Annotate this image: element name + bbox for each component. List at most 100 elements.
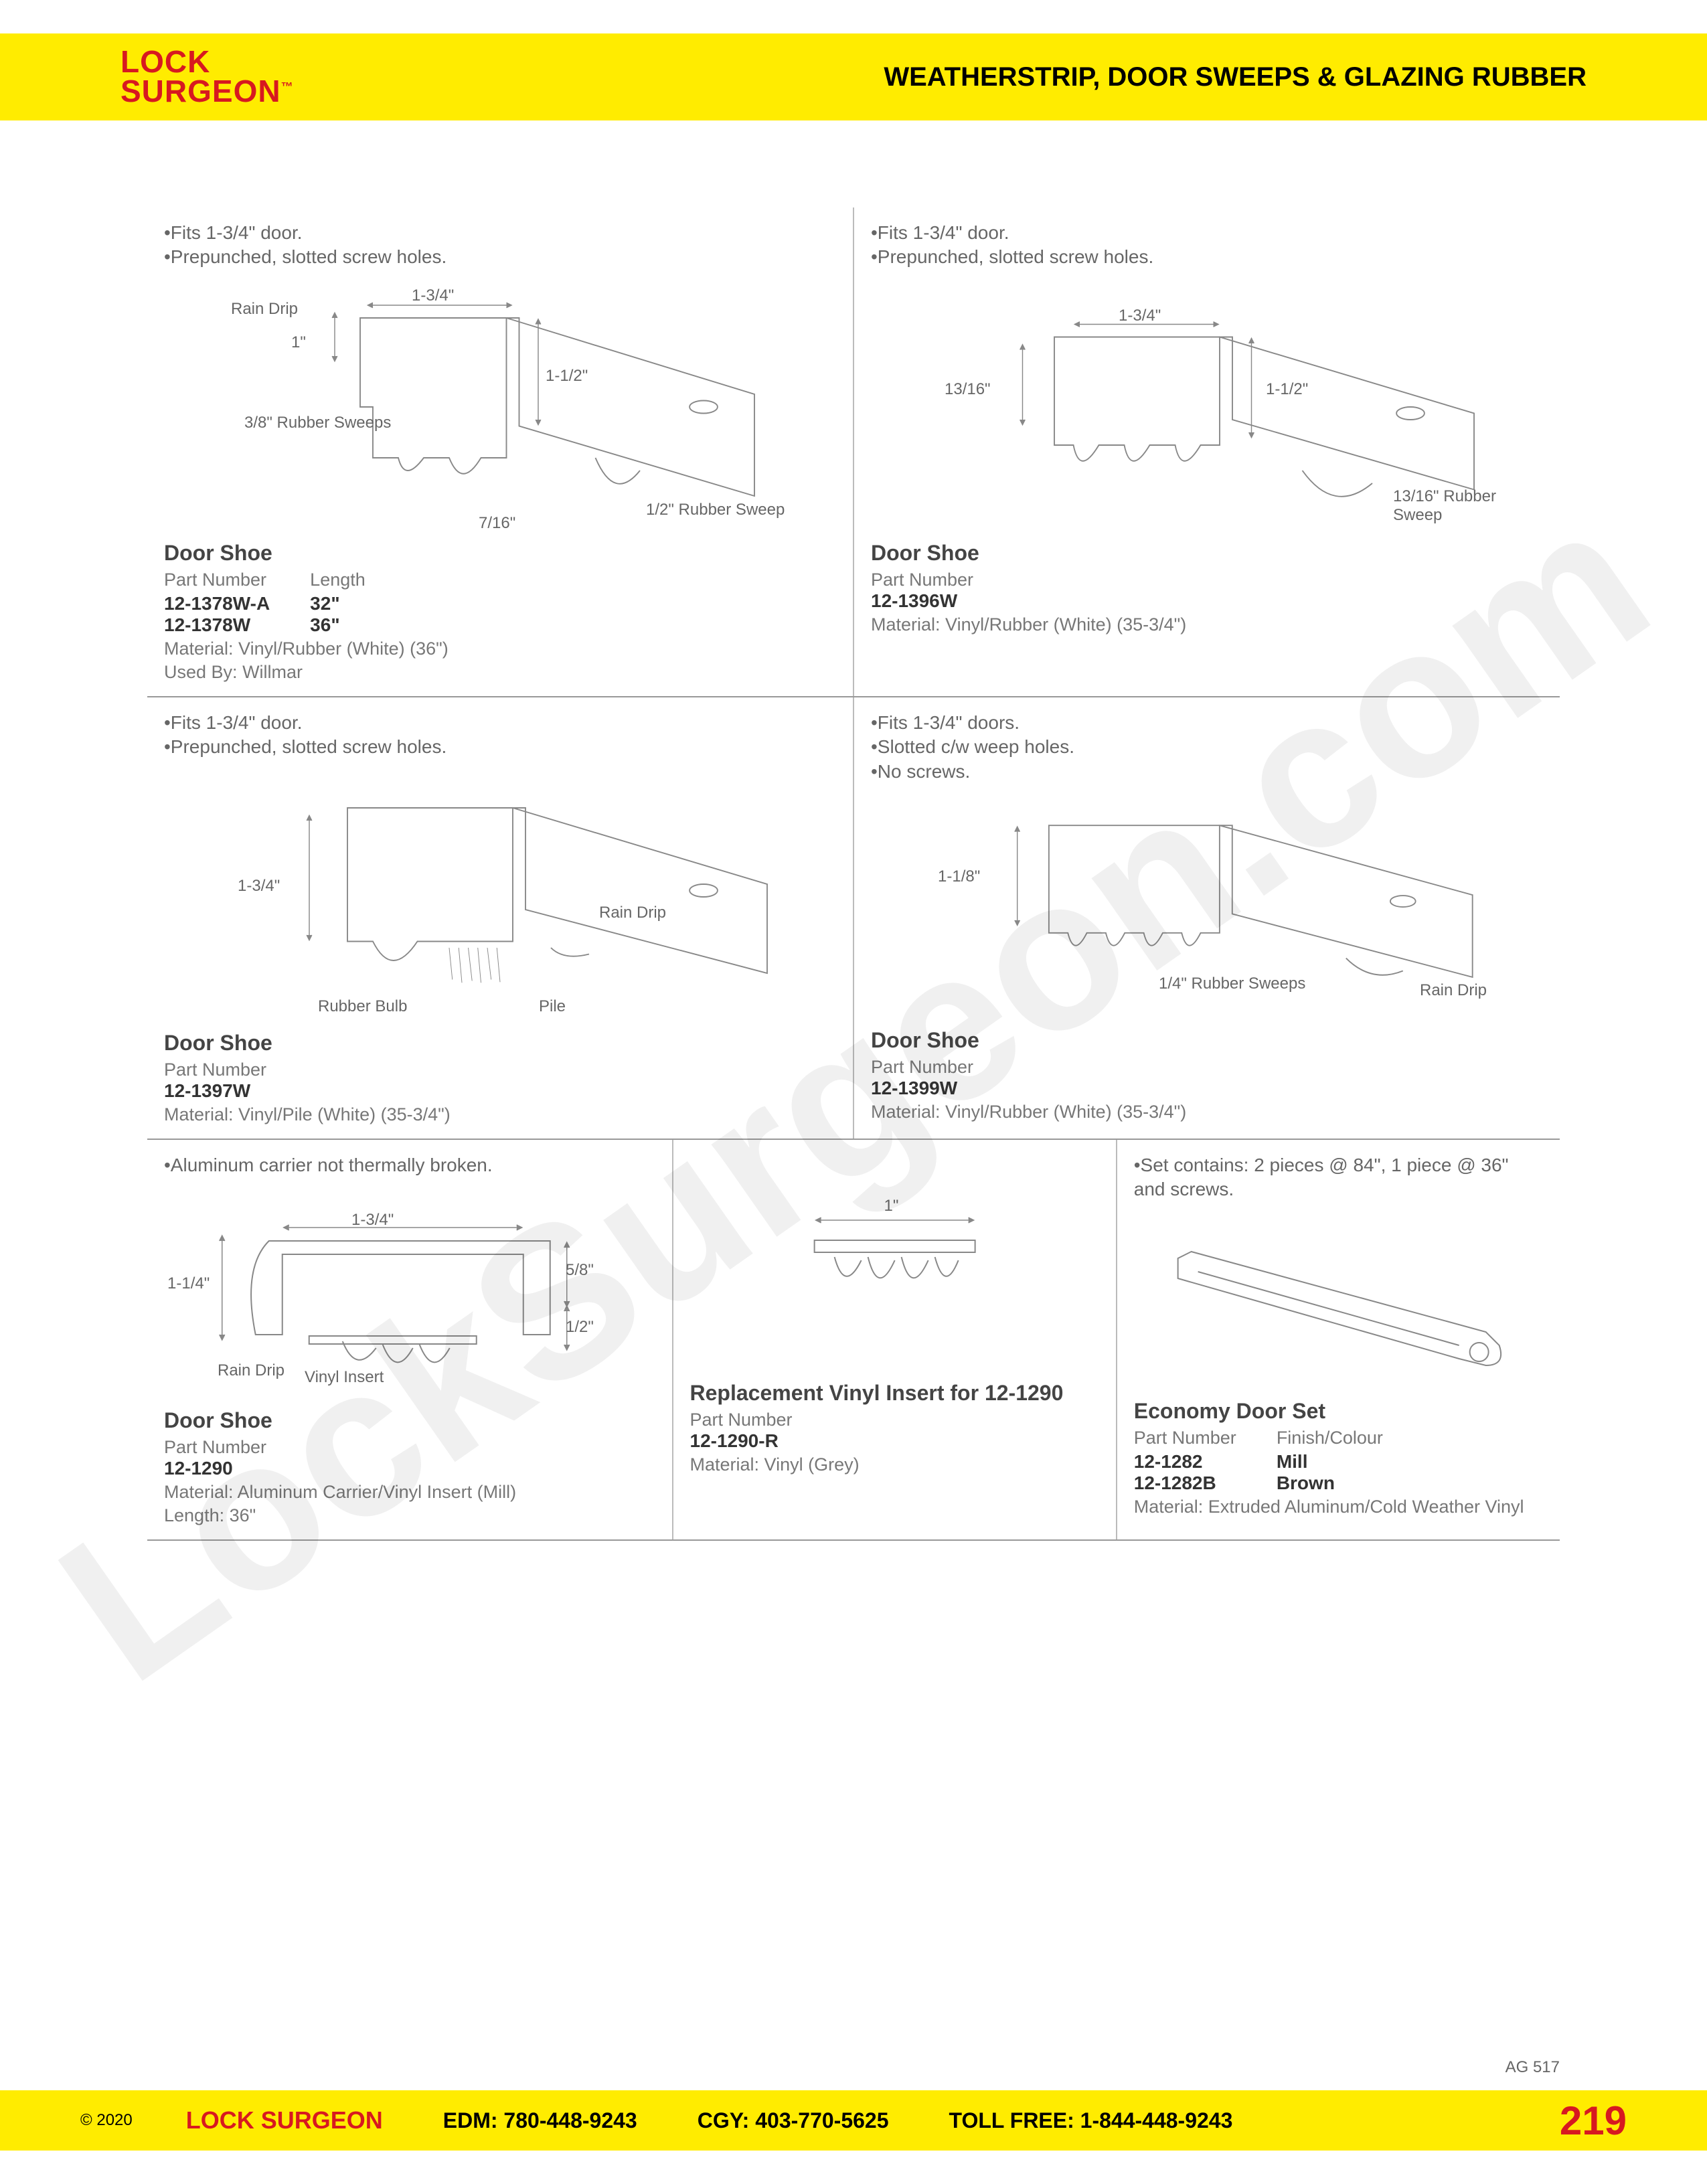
col-header-length: Length [310,570,365,590]
dim-716: 7/16" [479,514,515,533]
length-value: 32" [310,593,365,614]
pn-label: Part Number [164,1060,836,1080]
product-cell-4: •Fits 1-3/4" doors. •Slotted c/w weep ho… [854,697,1560,1139]
part-number: 12-1378W [164,614,270,636]
product-cell-6: 1" Replacement Vinyl Insert for 12-1290 … [673,1140,1117,1539]
dim-58: 5/8" [566,1261,594,1280]
dim-134: 1-3/4" [351,1211,394,1230]
catalog-row-2: •Fits 1-3/4" door. •Prepunched, slotted … [147,697,1560,1140]
dim-134: 1-3/4" [238,877,280,896]
product-title: Door Shoe [871,541,1543,566]
callout-vinyl-insert: Vinyl Insert [305,1368,384,1387]
diagram-door-shoe-4: 1-1/8" 1/4" Rubber Sweeps Rain Drip [871,794,1543,1021]
diagram-door-shoe-5: 1-1/4" 1-3/4" 5/8" 1/2" Rain Drip Vinyl … [164,1187,655,1402]
page-number: 219 [1560,2098,1627,2144]
dim-1in: 1" [884,1197,899,1215]
product-cell-3: •Fits 1-3/4" door. •Prepunched, slotted … [147,697,854,1139]
product-cell-2: •Fits 1-3/4" door. •Prepunched, slotted … [854,207,1560,696]
part-table: Part Number 12-1378W-A 12-1378W Length 3… [164,570,836,636]
dim-12: 1/2" [566,1318,594,1337]
product-notes: •Fits 1-3/4" door. •Prepunched, slotted … [871,221,1543,270]
diagram-door-shoe-1: Rain Drip 1" 1-3/4" 3/8" Rubber Sweeps 1… [164,280,836,534]
product-notes: •Fits 1-3/4" door. •Prepunched, slotted … [164,221,836,270]
product-title: Door Shoe [164,1031,836,1056]
diagram-door-shoe-3: 1-3/4" Rubber Bulb Rain Drip Pile [164,770,836,1024]
material-line: Material: Vinyl/Rubber (White) (35-3/4") [871,614,1543,635]
dim-112: 1-1/2" [546,367,588,386]
col-header-finish: Finish/Colour [1277,1428,1383,1448]
dim-134: 1-3/4" [1119,307,1161,325]
material-line: Material: Extruded Aluminum/Cold Weather… [1134,1497,1543,1517]
material-line: Material: Vinyl/Rubber (White) (36") [164,639,836,659]
callout-rain-drip: Rain Drip [218,1361,284,1380]
header-bar: LOCK SURGEON™ WEATHERSTRIP, DOOR SWEEPS … [0,33,1707,120]
material-line: Material: Vinyl/Pile (White) (35-3/4") [164,1104,836,1125]
footer-brand: LOCK SURGEON [186,2106,383,2134]
dim-118: 1-1/8" [938,867,980,886]
product-cell-7: •Set contains: 2 pieces @ 84", 1 piece @… [1117,1140,1560,1539]
catalog-content: •Fits 1-3/4" door. •Prepunched, slotted … [147,207,1560,2050]
part-number: 12-1282B [1134,1473,1236,1494]
page-code: AG 517 [1506,2058,1560,2077]
product-title: Door Shoe [871,1028,1543,1053]
product-title: Door Shoe [164,541,836,566]
part-number: 12-1282 [1134,1451,1236,1473]
diagram-vinyl-insert: 1" [690,1160,1099,1374]
callout-rain-drip: Rain Drip [231,300,298,319]
finish-value: Brown [1277,1473,1383,1494]
callout-38-sweeps: 3/8" Rubber Sweeps [244,414,391,432]
product-cell-1: •Fits 1-3/4" door. •Prepunched, slotted … [147,207,854,696]
callout-sweep: 1/4" Rubber Sweeps [1159,975,1305,993]
callout-rain-drip: Rain Drip [599,904,666,922]
phone-cgy: CGY: 403-770-5625 [698,2108,889,2133]
dim-114: 1-1/4" [167,1274,210,1293]
logo-top: LOCK [120,48,294,77]
callout-sweep: 13/16" Rubber Sweep [1393,487,1543,525]
phone-tollfree: TOLL FREE: 1-844-448-9243 [949,2108,1233,2133]
callout-pile: Pile [539,997,566,1016]
callout-12-sweep: 1/2" Rubber Sweep [646,501,785,519]
col-header-pn: Part Number [1134,1428,1236,1448]
part-number: 12-1396W [871,590,1543,612]
callout-rubber-bulb: Rubber Bulb [318,997,407,1016]
callout-rain-drip: Rain Drip [1420,981,1487,1000]
product-title: Replacement Vinyl Insert for 12-1290 [690,1381,1099,1406]
material-line: Material: Vinyl/Rubber (White) (35-3/4") [871,1102,1543,1122]
logo: LOCK SURGEON™ [120,48,294,106]
length-line: Length: 36" [164,1505,655,1526]
footer-bar: © 2020 LOCK SURGEON EDM: 780-448-9243 CG… [0,2090,1707,2151]
page-title: WEATHERSTRIP, DOOR SWEEPS & GLAZING RUBB… [884,62,1587,92]
dim-134: 1-3/4" [412,286,454,305]
product-notes: •Fits 1-3/4" doors. •Slotted c/w weep ho… [871,711,1543,784]
diagram-door-shoe-2: 13/16" 1-3/4" 1-1/2" 13/16" Rubber Sweep [871,280,1543,534]
pn-label: Part Number [871,570,1543,590]
catalog-row-1: •Fits 1-3/4" door. •Prepunched, slotted … [147,207,1560,697]
product-title: Door Shoe [164,1408,655,1433]
phone-edm: EDM: 780-448-9243 [443,2108,637,2133]
dim-1in: 1" [291,333,306,352]
product-notes: •Fits 1-3/4" door. •Prepunched, slotted … [164,711,836,760]
col-header-pn: Part Number [164,570,270,590]
product-title: Economy Door Set [1134,1399,1543,1424]
catalog-row-3: •Aluminum carrier not thermally broken. [147,1140,1560,1541]
copyright: © 2020 [80,2111,133,2130]
dim-1316: 13/16" [945,380,991,399]
logo-bottom: SURGEON™ [120,77,294,106]
part-number: 12-1378W-A [164,593,270,614]
part-table: Part Number 12-1282 12-1282B Finish/Colo… [1134,1428,1543,1494]
length-value: 36" [310,614,365,636]
part-number: 12-1290 [164,1458,655,1479]
product-notes: •Set contains: 2 pieces @ 84", 1 piece @… [1134,1153,1543,1202]
product-cell-5: •Aluminum carrier not thermally broken. [147,1140,673,1539]
pn-label: Part Number [690,1410,1099,1430]
diagram-economy-door-set [1134,1211,1543,1392]
part-number: 12-1290-R [690,1430,1099,1452]
part-number: 12-1397W [164,1080,836,1102]
usedby-line: Used By: Willmar [164,662,836,683]
material-line: Material: Vinyl (Grey) [690,1454,1099,1475]
pn-label: Part Number [164,1437,655,1458]
dim-112: 1-1/2" [1266,380,1308,399]
pn-label: Part Number [871,1057,1543,1078]
finish-value: Mill [1277,1451,1383,1473]
product-notes: •Aluminum carrier not thermally broken. [164,1153,655,1177]
